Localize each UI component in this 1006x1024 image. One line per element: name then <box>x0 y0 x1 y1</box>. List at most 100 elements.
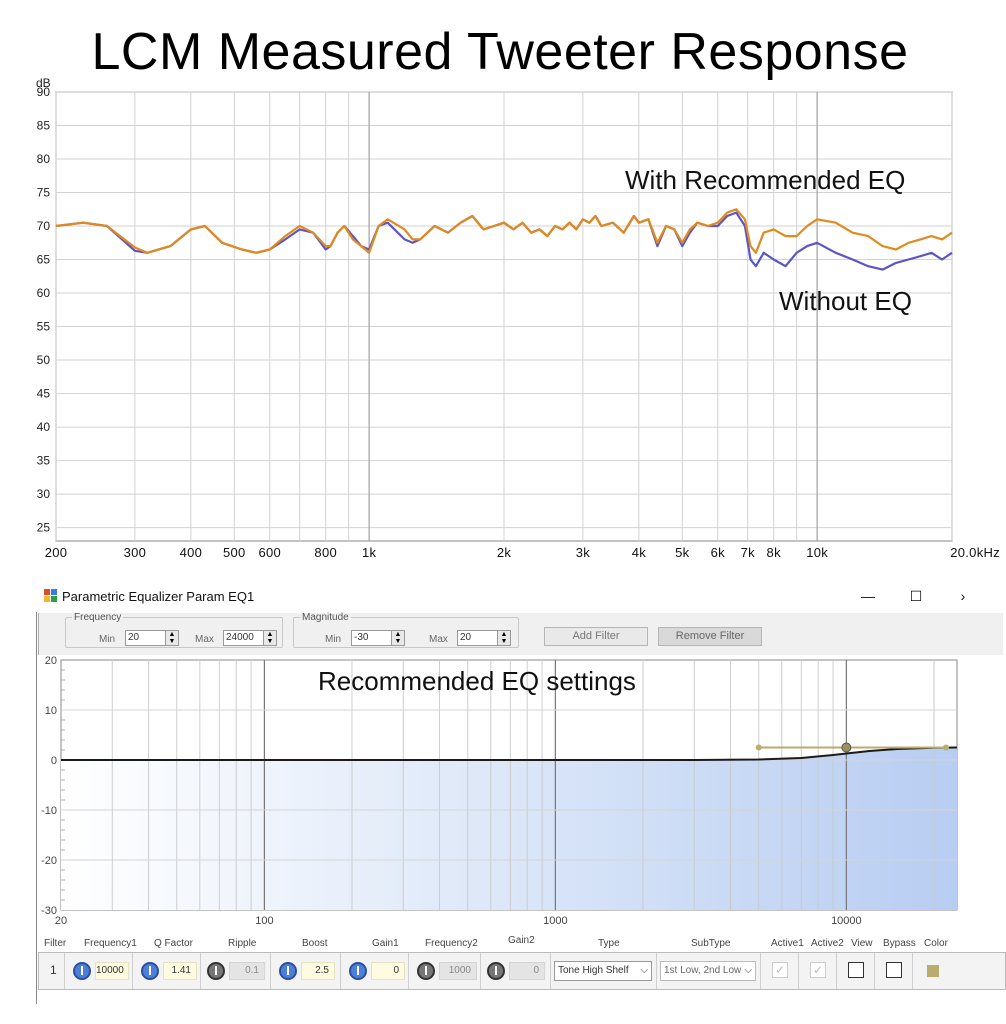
header-subtype: SubType <box>691 938 731 949</box>
color-swatch[interactable] <box>927 965 939 977</box>
magnitude-group: Magnitude <box>293 612 519 648</box>
freq-max-label: Max <box>195 634 214 645</box>
freq-max-value: 24000 <box>226 632 254 643</box>
header-active2: Active2 <box>811 938 844 949</box>
frequency-group: Frequency <box>65 612 283 648</box>
eq-x-tick: 20 <box>55 915 67 927</box>
header-gain2: Gain2 <box>508 935 535 946</box>
eq-filter-handles <box>755 742 950 753</box>
spinner-arrows-icon[interactable]: ▲ ▼ <box>497 631 510 645</box>
eq-y-tick: -20 <box>41 855 57 867</box>
response-x-tick: 1k <box>362 545 377 560</box>
header-filter: Filter <box>44 938 67 949</box>
subtype-select[interactable]: 1st Low, 2nd Low ⌵ <box>660 961 756 981</box>
spinner-arrows-icon[interactable]: ▲ ▼ <box>391 631 404 645</box>
subtype-cell: 1st Low, 2nd Low ⌵ <box>657 953 761 989</box>
freq-min-value: 20 <box>128 632 140 643</box>
add-filter-button[interactable]: Add Filter <box>544 627 648 646</box>
response-y-tick: 55 <box>37 320 51 334</box>
ripple-knob-icon <box>207 962 225 980</box>
mag-max-spinner[interactable]: 20 ▲ ▼ <box>457 630 511 646</box>
response-y-tick: 50 <box>37 353 51 367</box>
filter-left-handle[interactable] <box>755 744 762 751</box>
response-y-tick: 70 <box>37 219 51 233</box>
mag-min-label: Min <box>325 634 342 645</box>
response-y-tick: 75 <box>37 186 51 200</box>
gain1-knob-icon[interactable] <box>349 962 367 980</box>
y-unit-label: dB <box>36 78 51 90</box>
response-y-tick: 60 <box>37 286 51 300</box>
response-x-tick: 600 <box>258 545 281 560</box>
window-left-border <box>36 612 37 1004</box>
response-y-tick: 40 <box>37 420 51 434</box>
eq-x-tick: 10000 <box>831 915 862 927</box>
response-y-tick: 85 <box>37 119 51 133</box>
minimize-button[interactable]: — <box>861 588 875 604</box>
response-x-tick: 20.0kHz <box>950 545 1000 560</box>
annotation-without-eq: Without EQ <box>779 286 912 316</box>
close-button[interactable]: › <box>960 588 966 604</box>
response-series <box>55 208 953 271</box>
view-cell <box>837 953 875 989</box>
q-factor-knob-icon[interactable] <box>141 962 159 980</box>
q-factor-field[interactable]: 1.41 <box>163 962 197 980</box>
q-factor-cell: 1.41 <box>133 953 201 989</box>
response-x-tick: 3k <box>576 545 591 560</box>
type-cell: Tone High Shelf ⌵ <box>551 953 657 989</box>
frequency1-knob-icon[interactable] <box>73 962 91 980</box>
eq-y-ticks: 20 10 0 -10 -20 -30 <box>41 656 57 917</box>
response-x-ticks: 200 300 400 500 600 800 1k 2k 3k 4k 5k 6k 7k 8k 10k 20.… <box>45 545 1000 560</box>
eq-y-tick: -10 <box>41 805 57 817</box>
app-icon <box>44 589 57 602</box>
bypass-checkbox[interactable] <box>886 962 902 978</box>
response-x-tick: 300 <box>124 545 147 560</box>
boost-cell: 2.5 <box>271 953 341 989</box>
spinner-arrows-icon[interactable]: ▲ ▼ <box>263 631 276 645</box>
response-x-tick: 400 <box>180 545 203 560</box>
frequency1-field[interactable]: 10000 <box>95 962 129 980</box>
type-select[interactable]: Tone High Shelf ⌵ <box>554 961 652 981</box>
active2-checkbox: ✓ <box>810 962 826 978</box>
response-y-tick: 45 <box>37 387 51 401</box>
window-title: Parametric Equalizer Param EQ1 <box>62 589 255 604</box>
view-checkbox[interactable] <box>848 962 864 978</box>
boost-knob-icon[interactable] <box>279 962 297 980</box>
maximize-button[interactable]: ☐ <box>909 588 923 604</box>
response-x-tick: 800 <box>314 545 337 560</box>
response-x-tick: 500 <box>223 545 246 560</box>
subtype-select-value: 1st Low, 2nd Low <box>664 965 742 976</box>
frequency2-cell: 1000 <box>409 953 481 989</box>
response-y-tick: 30 <box>37 487 51 501</box>
freq-max-spinner[interactable]: 24000 ▲ ▼ <box>223 630 277 646</box>
remove-filter-button[interactable]: Remove Filter <box>658 627 762 646</box>
response-y-tick: 80 <box>37 152 51 166</box>
frequency-group-label: Frequency <box>74 612 122 623</box>
frequency-response-chart: 90 85 80 75 70 65 60 55 50 45 40 35 30 25 200 300 400 50… <box>36 78 1000 560</box>
eq-toolbar: Frequency Min 20 ▲ ▼ Max 24000 ▲ ▼ Magnitu… <box>38 612 1003 655</box>
gain1-field[interactable]: 0 <box>371 962 405 980</box>
boost-field[interactable]: 2.5 <box>301 962 335 980</box>
chart-title: LCM Measured Tweeter Response <box>91 23 909 81</box>
eq-response-fill <box>61 747 957 910</box>
response-x-tick: 10k <box>806 545 828 560</box>
filter-center-handle[interactable] <box>841 742 852 753</box>
freq-min-spinner[interactable]: 20 ▲ ▼ <box>125 630 179 646</box>
filter-right-handle[interactable] <box>943 744 950 751</box>
mag-min-spinner[interactable]: -30 ▲ ▼ <box>351 630 405 646</box>
response-y-tick: 25 <box>37 521 51 535</box>
eq-response-curve <box>61 746 958 761</box>
ripple-field: 0.1 <box>229 962 265 980</box>
spinner-arrows-icon[interactable]: ▲ ▼ <box>165 631 178 645</box>
filter-table-row[interactable]: 1 10000 1.41 0.1 2.5 0 1000 0 Tone High … <box>38 952 1006 990</box>
chevron-down-icon: ⌵ <box>742 962 752 980</box>
chevron-down-icon: ⌵ <box>640 965 648 976</box>
eq-curve <box>61 746 958 761</box>
response-y-tick: 35 <box>37 454 51 468</box>
response-x-tick: 200 <box>45 545 68 560</box>
response-x-tick: 8k <box>767 545 782 560</box>
header-frequency2: Frequency2 <box>425 938 478 949</box>
active1-checkbox: ✓ <box>772 962 788 978</box>
header-frequency1: Frequency1 <box>84 938 137 949</box>
window-titlebar: Parametric Equalizer Param EQ1 — ☐ › <box>36 580 1006 612</box>
